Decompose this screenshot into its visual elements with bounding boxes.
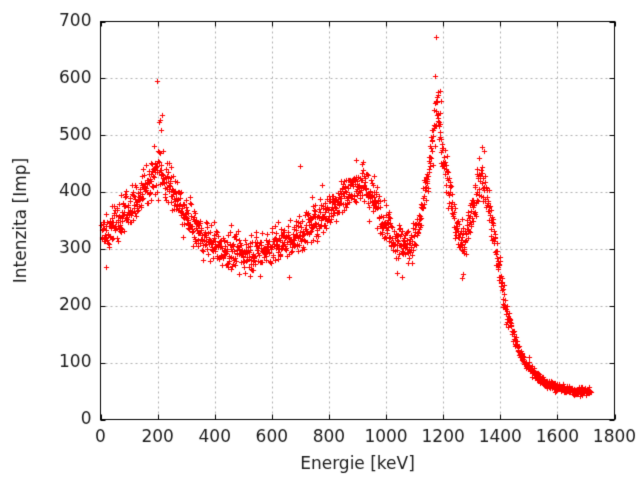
gnuplot-figure (0, 0, 640, 480)
spectrum-scatter-plot (0, 0, 640, 480)
